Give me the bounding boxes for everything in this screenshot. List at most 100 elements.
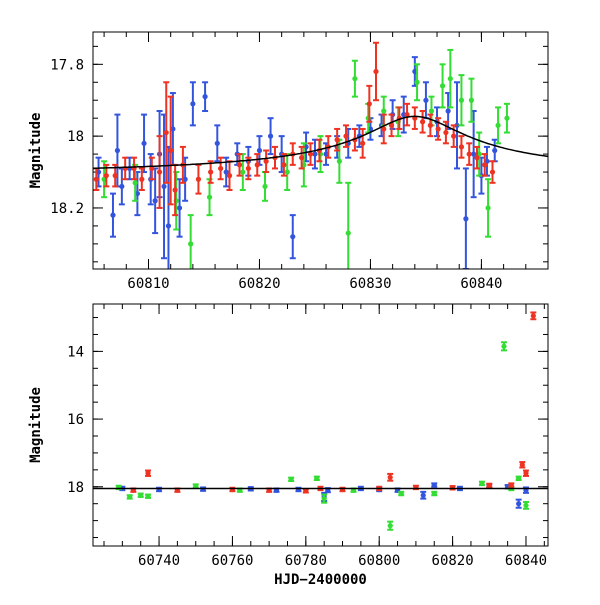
data-point: [206, 194, 213, 200]
data-point: [229, 486, 236, 493]
x-tick-label: 60830: [349, 276, 391, 292]
data-point: [93, 176, 99, 182]
data-point: [281, 162, 287, 168]
data-point: [168, 147, 174, 154]
x-tick-label: 60780: [285, 553, 327, 569]
data-point: [381, 108, 387, 114]
data-point: [284, 169, 290, 175]
data-point: [336, 158, 342, 164]
model-curve: [93, 115, 548, 170]
data-point: [343, 133, 349, 139]
data-point: [149, 165, 155, 172]
data-point: [116, 484, 122, 491]
data-point: [463, 216, 469, 222]
data-point: [334, 137, 340, 143]
data-point: [508, 482, 514, 488]
data-point: [299, 155, 305, 161]
data-point: [190, 101, 196, 107]
data-point: [458, 97, 465, 103]
data-point: [163, 129, 169, 136]
data-point: [454, 122, 460, 128]
data-point: [427, 122, 433, 128]
x-tick-label: 60820: [238, 276, 280, 292]
data-point: [176, 205, 183, 211]
plot-frame: [92, 31, 549, 270]
data-point: [501, 343, 507, 349]
data-point: [193, 483, 199, 489]
data-point: [366, 101, 372, 107]
x-tick-label: 60840: [460, 276, 502, 292]
data-point: [256, 147, 263, 154]
data-point: [345, 230, 351, 236]
data-point: [254, 162, 260, 168]
axis-ticks: [93, 304, 548, 546]
data-point: [387, 523, 393, 529]
data-point: [307, 151, 314, 157]
data-point: [471, 151, 477, 157]
data-point: [145, 493, 151, 499]
data-point: [445, 108, 451, 114]
data-point: [145, 470, 151, 476]
data-point: [489, 169, 496, 175]
data-point: [516, 475, 522, 481]
data-point: [172, 187, 178, 193]
data-point: [156, 486, 162, 493]
x-tick-label: 60740: [138, 553, 180, 569]
y-tick-label: 18.2: [50, 201, 84, 217]
data-point: [127, 494, 133, 500]
data-point: [530, 313, 536, 319]
data-point: [208, 169, 214, 175]
data-point: [451, 133, 457, 139]
y-tick-label: 18: [67, 129, 84, 145]
data-point: [388, 122, 395, 128]
series-2: [93, 41, 496, 217]
data-point: [404, 111, 410, 118]
data-point: [420, 492, 426, 498]
data-layer: [115, 311, 537, 531]
data-point: [290, 234, 296, 240]
data-point: [202, 94, 208, 100]
data-point: [156, 169, 163, 175]
y-tick-label: 14: [67, 344, 84, 360]
x-tick-label: 60820: [432, 553, 474, 569]
bottom-panel: 60740 60760 60780 60800 60820 60840 14 16 18 Magn…: [28, 303, 549, 588]
data-point: [486, 482, 492, 489]
data-point: [479, 480, 485, 486]
data-point: [214, 140, 220, 146]
data-point: [447, 76, 453, 82]
plot-frame: [92, 303, 549, 547]
data-point: [381, 126, 387, 132]
data-point: [516, 501, 522, 507]
data-point: [119, 183, 125, 190]
data-point: [132, 180, 138, 186]
data-point: [303, 488, 309, 494]
data-point: [236, 162, 243, 168]
data-point: [414, 79, 420, 85]
y-axis-title: Magnitude: [28, 113, 44, 189]
data-point: [504, 115, 510, 121]
data-point: [492, 147, 498, 154]
data-point: [458, 144, 465, 150]
data-point: [485, 205, 491, 211]
data-point: [423, 97, 429, 103]
data-point: [468, 97, 475, 103]
data-point: [352, 76, 358, 82]
x-tick-label: 60800: [358, 553, 400, 569]
data-point: [161, 183, 167, 190]
data-point: [474, 155, 480, 161]
data-point: [398, 490, 404, 497]
y-tick-label: 17.8: [50, 57, 84, 73]
data-point: [443, 129, 449, 136]
x-tick-label: 60810: [127, 276, 169, 292]
data-point: [428, 108, 435, 114]
y-axis-title: Magnitude: [28, 387, 44, 463]
data-point: [312, 151, 318, 157]
data-point: [413, 484, 419, 491]
data-point: [523, 470, 529, 476]
data-point: [321, 496, 327, 502]
y-tick-label: 18: [67, 480, 84, 496]
data-point: [188, 241, 194, 247]
data-point: [152, 198, 158, 204]
data-point: [267, 133, 274, 139]
